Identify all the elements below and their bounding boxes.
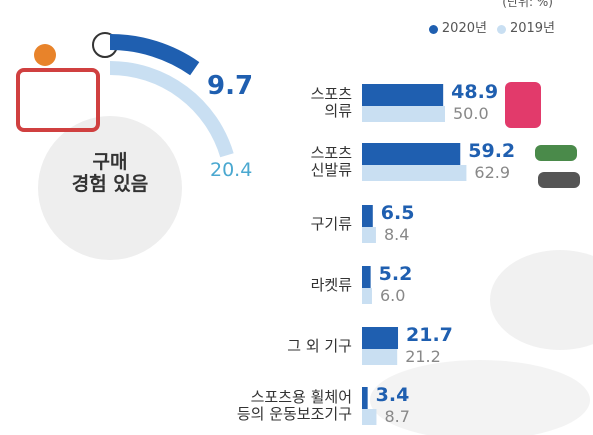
- bar: [362, 409, 376, 425]
- icon-shoe: [535, 145, 577, 161]
- bar: [362, 165, 466, 181]
- purchase-value-2020: 9.7: [207, 72, 253, 102]
- bar: [362, 327, 398, 349]
- chart: [0, 0, 593, 435]
- icon-ball: [34, 44, 56, 66]
- bar: [362, 227, 376, 243]
- value-label: 62.9: [474, 164, 510, 182]
- bar: [362, 143, 460, 165]
- value-label: 21.2: [405, 348, 441, 366]
- category-label: 그 외 기구: [287, 338, 352, 355]
- legend-label: 2019년: [510, 22, 555, 37]
- value-label: 5.2: [379, 264, 413, 286]
- bar: [362, 106, 445, 122]
- value-label: 8.7: [384, 408, 409, 426]
- purchase-value-2019: 20.4: [210, 160, 252, 182]
- legend-label: 2020년: [442, 22, 487, 37]
- bar: [362, 84, 443, 106]
- bg-cloud: [490, 250, 593, 350]
- legend-item: 2020년: [429, 22, 487, 37]
- bar: [362, 288, 372, 304]
- category-label: 스포츠 신발류: [311, 145, 352, 180]
- unit-label: (단위: %): [502, 0, 553, 10]
- category-label: 구기류: [311, 216, 352, 233]
- bar: [362, 266, 371, 288]
- bar: [362, 387, 368, 409]
- category-label: 라켓류: [311, 277, 352, 294]
- icon-shoe: [538, 172, 580, 188]
- value-label: 59.2: [468, 141, 515, 163]
- category-label: 스포츠 의류: [311, 86, 352, 121]
- infographic: (단위: %) 2020년 2019년 구매 경험 있음 9.7 20.4 스포츠…: [0, 0, 593, 435]
- value-label: 6.5: [381, 203, 415, 225]
- value-label: 8.4: [384, 226, 409, 244]
- value-label: 50.0: [453, 105, 489, 123]
- legend-swatch: [497, 25, 506, 34]
- purchase-label: 구매 경험 있음: [70, 152, 150, 196]
- icon-clothing: [505, 82, 541, 128]
- value-label: 21.7: [406, 325, 453, 347]
- legend: 2020년 2019년: [429, 22, 555, 37]
- legend-swatch: [429, 25, 438, 34]
- value-label: 3.4: [376, 385, 410, 407]
- legend-item: 2019년: [497, 22, 555, 37]
- bar: [362, 205, 373, 227]
- category-label: 스포츠용 휠체어 등의 운동보조기구: [237, 389, 352, 424]
- value-label: 6.0: [380, 287, 405, 305]
- value-label: 48.9: [451, 82, 498, 104]
- bar: [362, 349, 397, 365]
